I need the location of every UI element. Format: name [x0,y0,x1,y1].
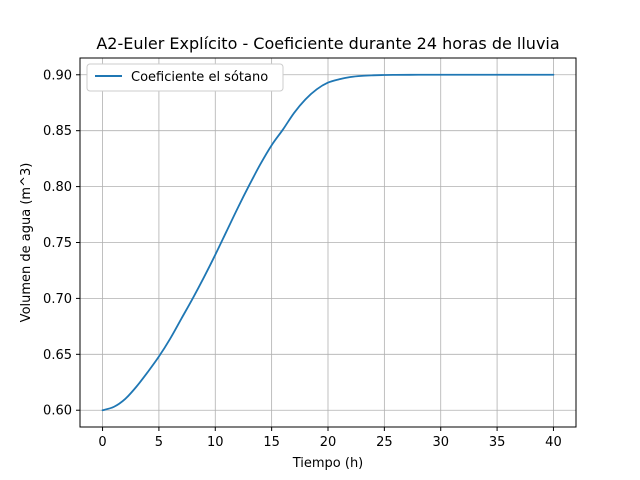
x-tick-label: 30 [432,435,449,450]
series-line-0 [101,73,555,412]
y-tick-label: 0.90 [43,68,72,83]
chart-title: A2-Euler Explícito - Coeficiente durante… [96,34,559,53]
y-tick-label: 0.85 [43,124,72,139]
y-tick-label: 0.60 [43,404,72,419]
y-tick-label: 0.70 [43,292,72,307]
y-tick-label: 0.75 [43,236,72,251]
plot-series [101,73,555,412]
x-tick-label: 20 [320,435,337,450]
x-tick-label: 35 [489,435,506,450]
x-tick-label: 40 [545,435,562,450]
x-tick-label: 10 [207,435,224,450]
x-tick-label: 5 [155,435,163,450]
x-tick-label: 25 [376,435,393,450]
y-tick-label: 0.65 [43,348,72,363]
legend: Coeficiente el sótano [86,63,284,92]
legend-box [86,63,284,92]
legend-series-label: Coeficiente el sótano [131,70,268,85]
grid [80,58,576,427]
axis-ticks: 0 5 10 15 20 25 30 35 40 0.60 0.65 0.70 0.75 0.80 0.85… [43,68,562,450]
y-axis-label: Volumen de agua (m^3) [19,163,34,323]
x-axis-label: Tiempo (h) [292,456,364,471]
x-tick-label: 0 [98,435,106,450]
x-tick-label: 15 [263,435,280,450]
y-tick-label: 0.80 [43,180,72,195]
